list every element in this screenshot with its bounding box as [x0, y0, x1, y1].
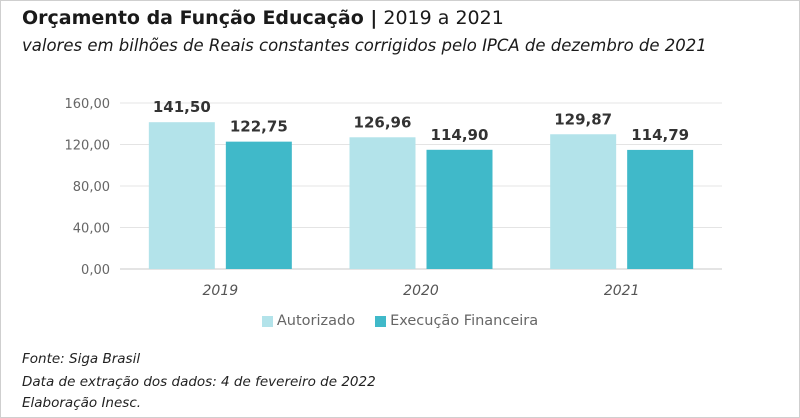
bar-execucao [627, 149, 694, 269]
data-label: 129,87 [554, 110, 612, 128]
bar-execucao [225, 141, 292, 269]
chart-subtitle: valores em bilhões de Reais constantes c… [22, 36, 707, 55]
legend-label-execucao: Execução Financeira [390, 313, 539, 329]
source-note: Fonte: Siga Brasil [22, 351, 141, 367]
chart-title: Orçamento da Função Educação | 2019 a 20… [22, 6, 504, 30]
chart-title-bold: Orçamento da Função Educação | [22, 7, 378, 29]
chart-title-years: 2019 a 2021 [377, 7, 504, 29]
x-tick-label: 2019 [203, 283, 239, 299]
credits-note: Elaboração Inesc. [22, 395, 142, 411]
data-label: 141,50 [153, 98, 211, 116]
chart-legend: Autorizado Execução Financeira [0, 313, 800, 329]
data-label: 114,79 [631, 126, 689, 144]
legend-swatch-execucao [375, 315, 387, 327]
legend-swatch-autorizado [261, 315, 273, 327]
bar-autorizado [349, 137, 416, 269]
y-tick-label: 80,00 [73, 180, 110, 195]
x-tick-label: 2020 [403, 283, 439, 299]
bar-autorizado [148, 122, 215, 269]
bar-execucao [426, 149, 493, 269]
y-tick-label: 0,00 [81, 263, 110, 278]
extraction-date-note: Data de extração dos dados: 4 de feverei… [22, 374, 376, 390]
y-tick-label: 120,00 [65, 139, 111, 154]
data-label: 122,75 [230, 118, 288, 136]
data-label: 126,96 [354, 113, 412, 131]
legend-item-autorizado: Autorizado [261, 313, 356, 329]
y-tick-label: 160,00 [65, 97, 111, 112]
bar-autorizado [550, 134, 617, 269]
data-label: 114,90 [431, 126, 489, 144]
y-tick-label: 40,00 [73, 222, 110, 237]
legend-item-execucao: Execução Financeira [375, 313, 538, 329]
x-tick-label: 2021 [604, 283, 640, 299]
legend-label-autorizado: Autorizado [276, 313, 356, 329]
